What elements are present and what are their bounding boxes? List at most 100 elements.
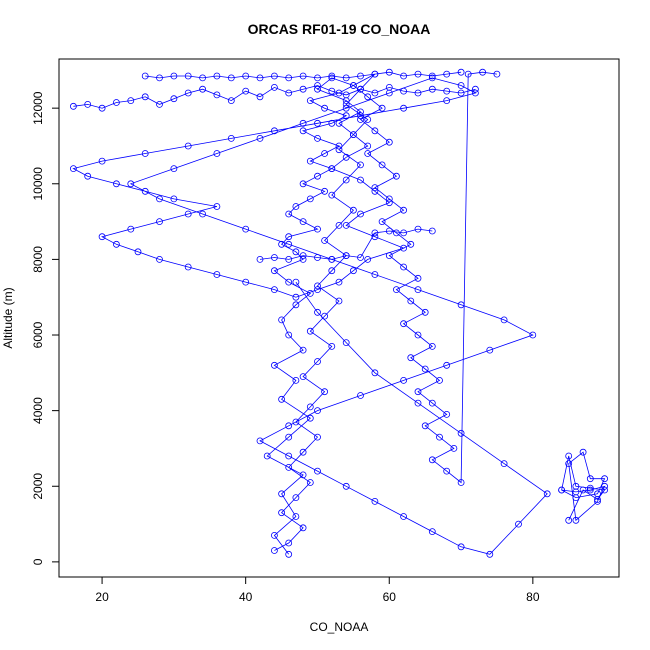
data-point bbox=[342, 482, 350, 490]
data-point bbox=[184, 142, 192, 150]
data-point bbox=[270, 532, 278, 539]
data-point bbox=[278, 240, 286, 248]
series-line bbox=[73, 85, 476, 109]
data-point bbox=[371, 497, 379, 505]
data-point bbox=[342, 339, 350, 347]
data-point bbox=[321, 312, 329, 320]
data-point bbox=[306, 327, 314, 335]
y-tick-label: 2000 bbox=[31, 473, 45, 500]
data-point bbox=[385, 138, 393, 146]
data-point bbox=[314, 85, 321, 93]
data-point bbox=[314, 172, 321, 180]
y-axis-label: Altitude (m) bbox=[1, 287, 15, 348]
data-point bbox=[199, 74, 207, 82]
data-point bbox=[357, 72, 364, 80]
data-point bbox=[407, 354, 415, 362]
data-point bbox=[414, 225, 422, 233]
data-point bbox=[285, 255, 293, 263]
data-point bbox=[392, 172, 400, 180]
data-point bbox=[436, 376, 443, 384]
data-point bbox=[314, 225, 321, 233]
x-axis: 20 40 60 80 bbox=[95, 576, 540, 604]
data-point bbox=[342, 101, 350, 108]
data-point bbox=[127, 180, 135, 188]
y-tick-label: 8000 bbox=[31, 246, 45, 273]
data-point bbox=[242, 278, 250, 286]
data-point bbox=[285, 74, 293, 82]
data-point bbox=[170, 165, 178, 173]
data-point bbox=[141, 150, 149, 157]
data-point bbox=[299, 85, 307, 93]
data-point bbox=[428, 528, 436, 535]
data-point bbox=[328, 342, 336, 350]
data-point bbox=[256, 74, 264, 82]
data-point bbox=[328, 119, 336, 127]
data-point bbox=[292, 248, 300, 256]
data-point bbox=[328, 72, 336, 80]
data-point bbox=[292, 278, 300, 286]
data-point bbox=[285, 452, 293, 460]
data-point bbox=[299, 346, 307, 354]
data-point bbox=[392, 286, 400, 294]
data-point bbox=[285, 331, 293, 339]
data-point bbox=[392, 229, 400, 237]
data-point bbox=[256, 437, 264, 445]
data-point bbox=[342, 176, 350, 184]
data-point bbox=[471, 85, 479, 93]
data-point bbox=[314, 134, 321, 142]
data-point bbox=[385, 199, 393, 207]
data-point bbox=[270, 267, 278, 275]
data-point bbox=[342, 221, 350, 229]
data-point bbox=[414, 388, 422, 396]
data-point bbox=[285, 433, 293, 441]
data-point bbox=[299, 119, 307, 127]
data-point bbox=[342, 74, 350, 82]
data-point bbox=[421, 308, 429, 316]
data-point bbox=[428, 72, 436, 80]
data-point bbox=[170, 95, 178, 103]
data-point bbox=[285, 278, 293, 286]
data-point bbox=[364, 116, 372, 123]
data-point bbox=[543, 490, 551, 498]
data-point bbox=[457, 543, 465, 551]
data-point bbox=[601, 486, 608, 494]
data-point bbox=[113, 180, 120, 188]
data-point bbox=[579, 448, 587, 456]
data-point bbox=[314, 254, 321, 261]
data-point bbox=[306, 289, 314, 297]
data-point bbox=[328, 165, 336, 173]
data-point bbox=[457, 82, 465, 89]
data-point bbox=[342, 112, 350, 120]
data-point bbox=[443, 361, 451, 369]
data-point bbox=[292, 203, 300, 210]
data-point bbox=[529, 331, 537, 339]
data-point bbox=[371, 229, 379, 237]
data-point bbox=[335, 89, 343, 97]
y-tick-label: 10000 bbox=[31, 167, 45, 201]
data-point bbox=[227, 134, 235, 142]
data-point bbox=[500, 316, 508, 324]
data-point bbox=[565, 452, 573, 460]
data-point bbox=[270, 361, 278, 369]
data-point bbox=[371, 369, 379, 377]
y-tick-label: 0 bbox=[31, 558, 45, 565]
data-point bbox=[586, 475, 594, 483]
data-point bbox=[486, 550, 494, 558]
data-point bbox=[270, 254, 278, 261]
data-point bbox=[357, 254, 364, 261]
data-point bbox=[601, 482, 608, 490]
data-point bbox=[170, 72, 178, 80]
data-point bbox=[414, 70, 422, 78]
data-point bbox=[134, 248, 142, 256]
data-point bbox=[213, 271, 221, 278]
series-layer bbox=[70, 68, 608, 558]
data-point bbox=[141, 187, 149, 195]
x-tick-label: 80 bbox=[526, 590, 540, 604]
data-point bbox=[285, 422, 293, 430]
data-point bbox=[357, 210, 364, 218]
x-tick-label: 60 bbox=[383, 590, 397, 604]
data-point bbox=[335, 119, 343, 127]
plot-area bbox=[58, 58, 620, 578]
data-point bbox=[385, 84, 393, 91]
